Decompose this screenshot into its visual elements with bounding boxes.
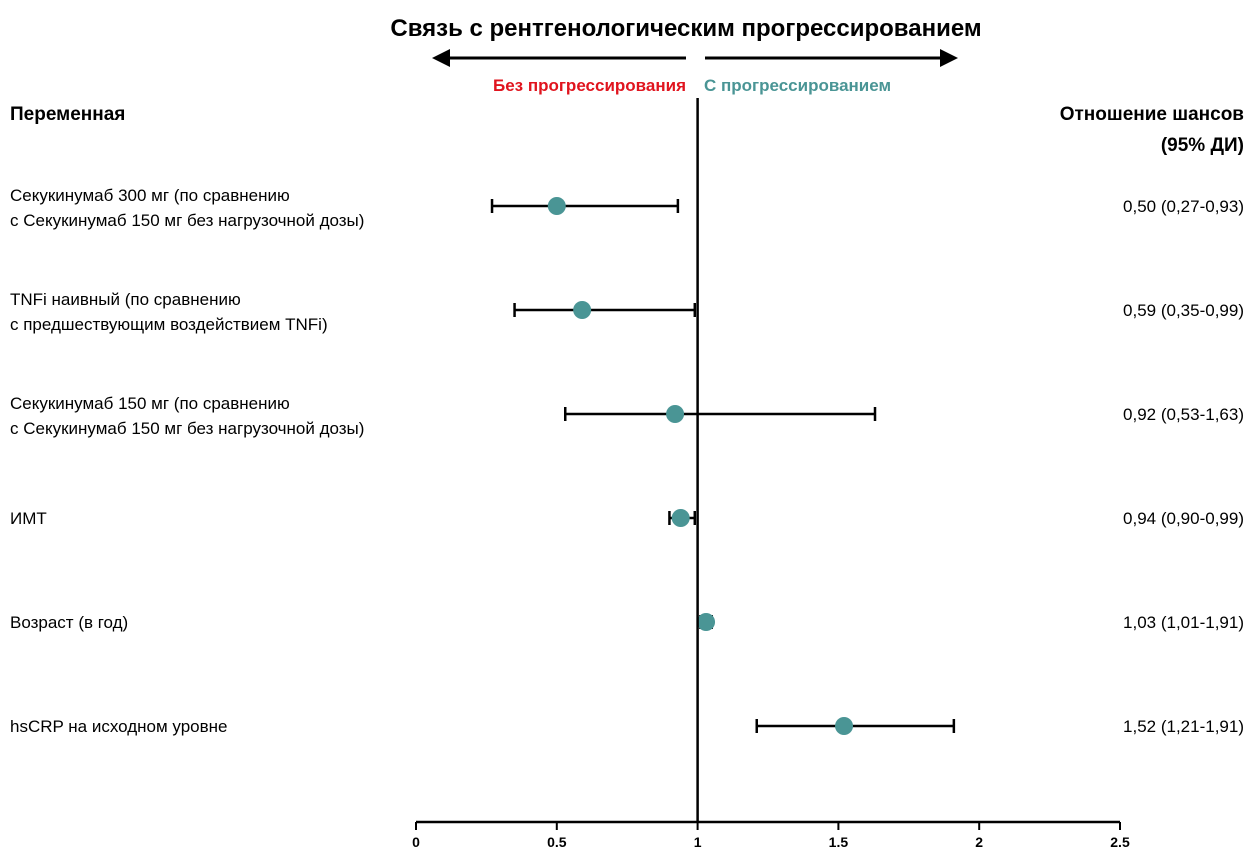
direction-right-label: С прогрессированием [704,76,891,95]
or-value: 1,03 (1,01-1,91) [1123,613,1244,632]
row-label: с Секукинумаб 150 мг без нагрузочной доз… [10,419,364,438]
rows-group: Секукинумаб 300 мг (по сравнению с Секуки… [10,186,1244,736]
forest-row: hsCRP на исходном уровне 1,52 (1,21-1,91) [10,717,1244,736]
or-value: 0,92 (0,53-1,63) [1123,405,1244,424]
row-label: hsCRP на исходном уровне [10,717,227,736]
or-point [547,197,566,215]
forest-row: TNFi наивный (по сравнению с предшествующ… [10,290,1244,334]
or-header-line1: Отношение шансов [1060,104,1244,125]
or-value: 1,52 (1,21-1,91) [1123,717,1244,736]
x-axis: 0 0.5 1 1.5 2 2.5 [412,98,1130,850]
row-label: с Секукинумаб 150 мг без нагрузочной доз… [10,211,364,230]
or-value: 0,59 (0,35-0,99) [1123,301,1244,320]
row-label: ИМТ [10,509,47,528]
forest-row: Секукинумаб 150 мг (по сравнению с Секуки… [10,394,1244,438]
x-tick-label: 0.5 [547,834,567,850]
or-header-line2: (95% ДИ) [1161,135,1244,156]
or-value: 0,94 (0,90-0,99) [1123,509,1244,528]
row-label: Возраст (в год) [10,613,128,632]
x-tick-label: 2.5 [1110,834,1130,850]
or-point [666,405,685,423]
or-point [671,509,690,527]
or-value: 0,50 (0,27-0,93) [1123,197,1244,216]
or-point [573,301,592,319]
row-label: с предшествующим воздействием TNFi) [10,315,328,334]
row-label: Секукинумаб 150 мг (по сравнению [10,394,290,413]
chart-title: Связь с рентгенологическим прогрессирова… [390,15,981,42]
direction-left-label: Без прогрессирования [493,76,686,95]
forest-row: Возраст (в год) 1,03 (1,01-1,91) [10,613,1244,632]
forest-row: Секукинумаб 300 мг (по сравнению с Секуки… [10,186,1244,230]
arrow-left-head [432,49,450,67]
x-tick-label: 0 [412,834,420,850]
row-label: TNFi наивный (по сравнению [10,290,241,309]
arrow-right-head [940,49,958,67]
or-point [697,613,716,631]
or-point [835,717,854,735]
x-tick-label: 1.5 [829,834,849,850]
row-label: Секукинумаб 300 мг (по сравнению [10,186,290,205]
forest-row: ИМТ 0,94 (0,90-0,99) [10,509,1244,528]
direction-arrows [432,49,958,67]
x-tick-label: 2 [975,834,983,850]
variable-header: Переменная [10,104,125,125]
x-tick-label: 1 [694,834,702,850]
